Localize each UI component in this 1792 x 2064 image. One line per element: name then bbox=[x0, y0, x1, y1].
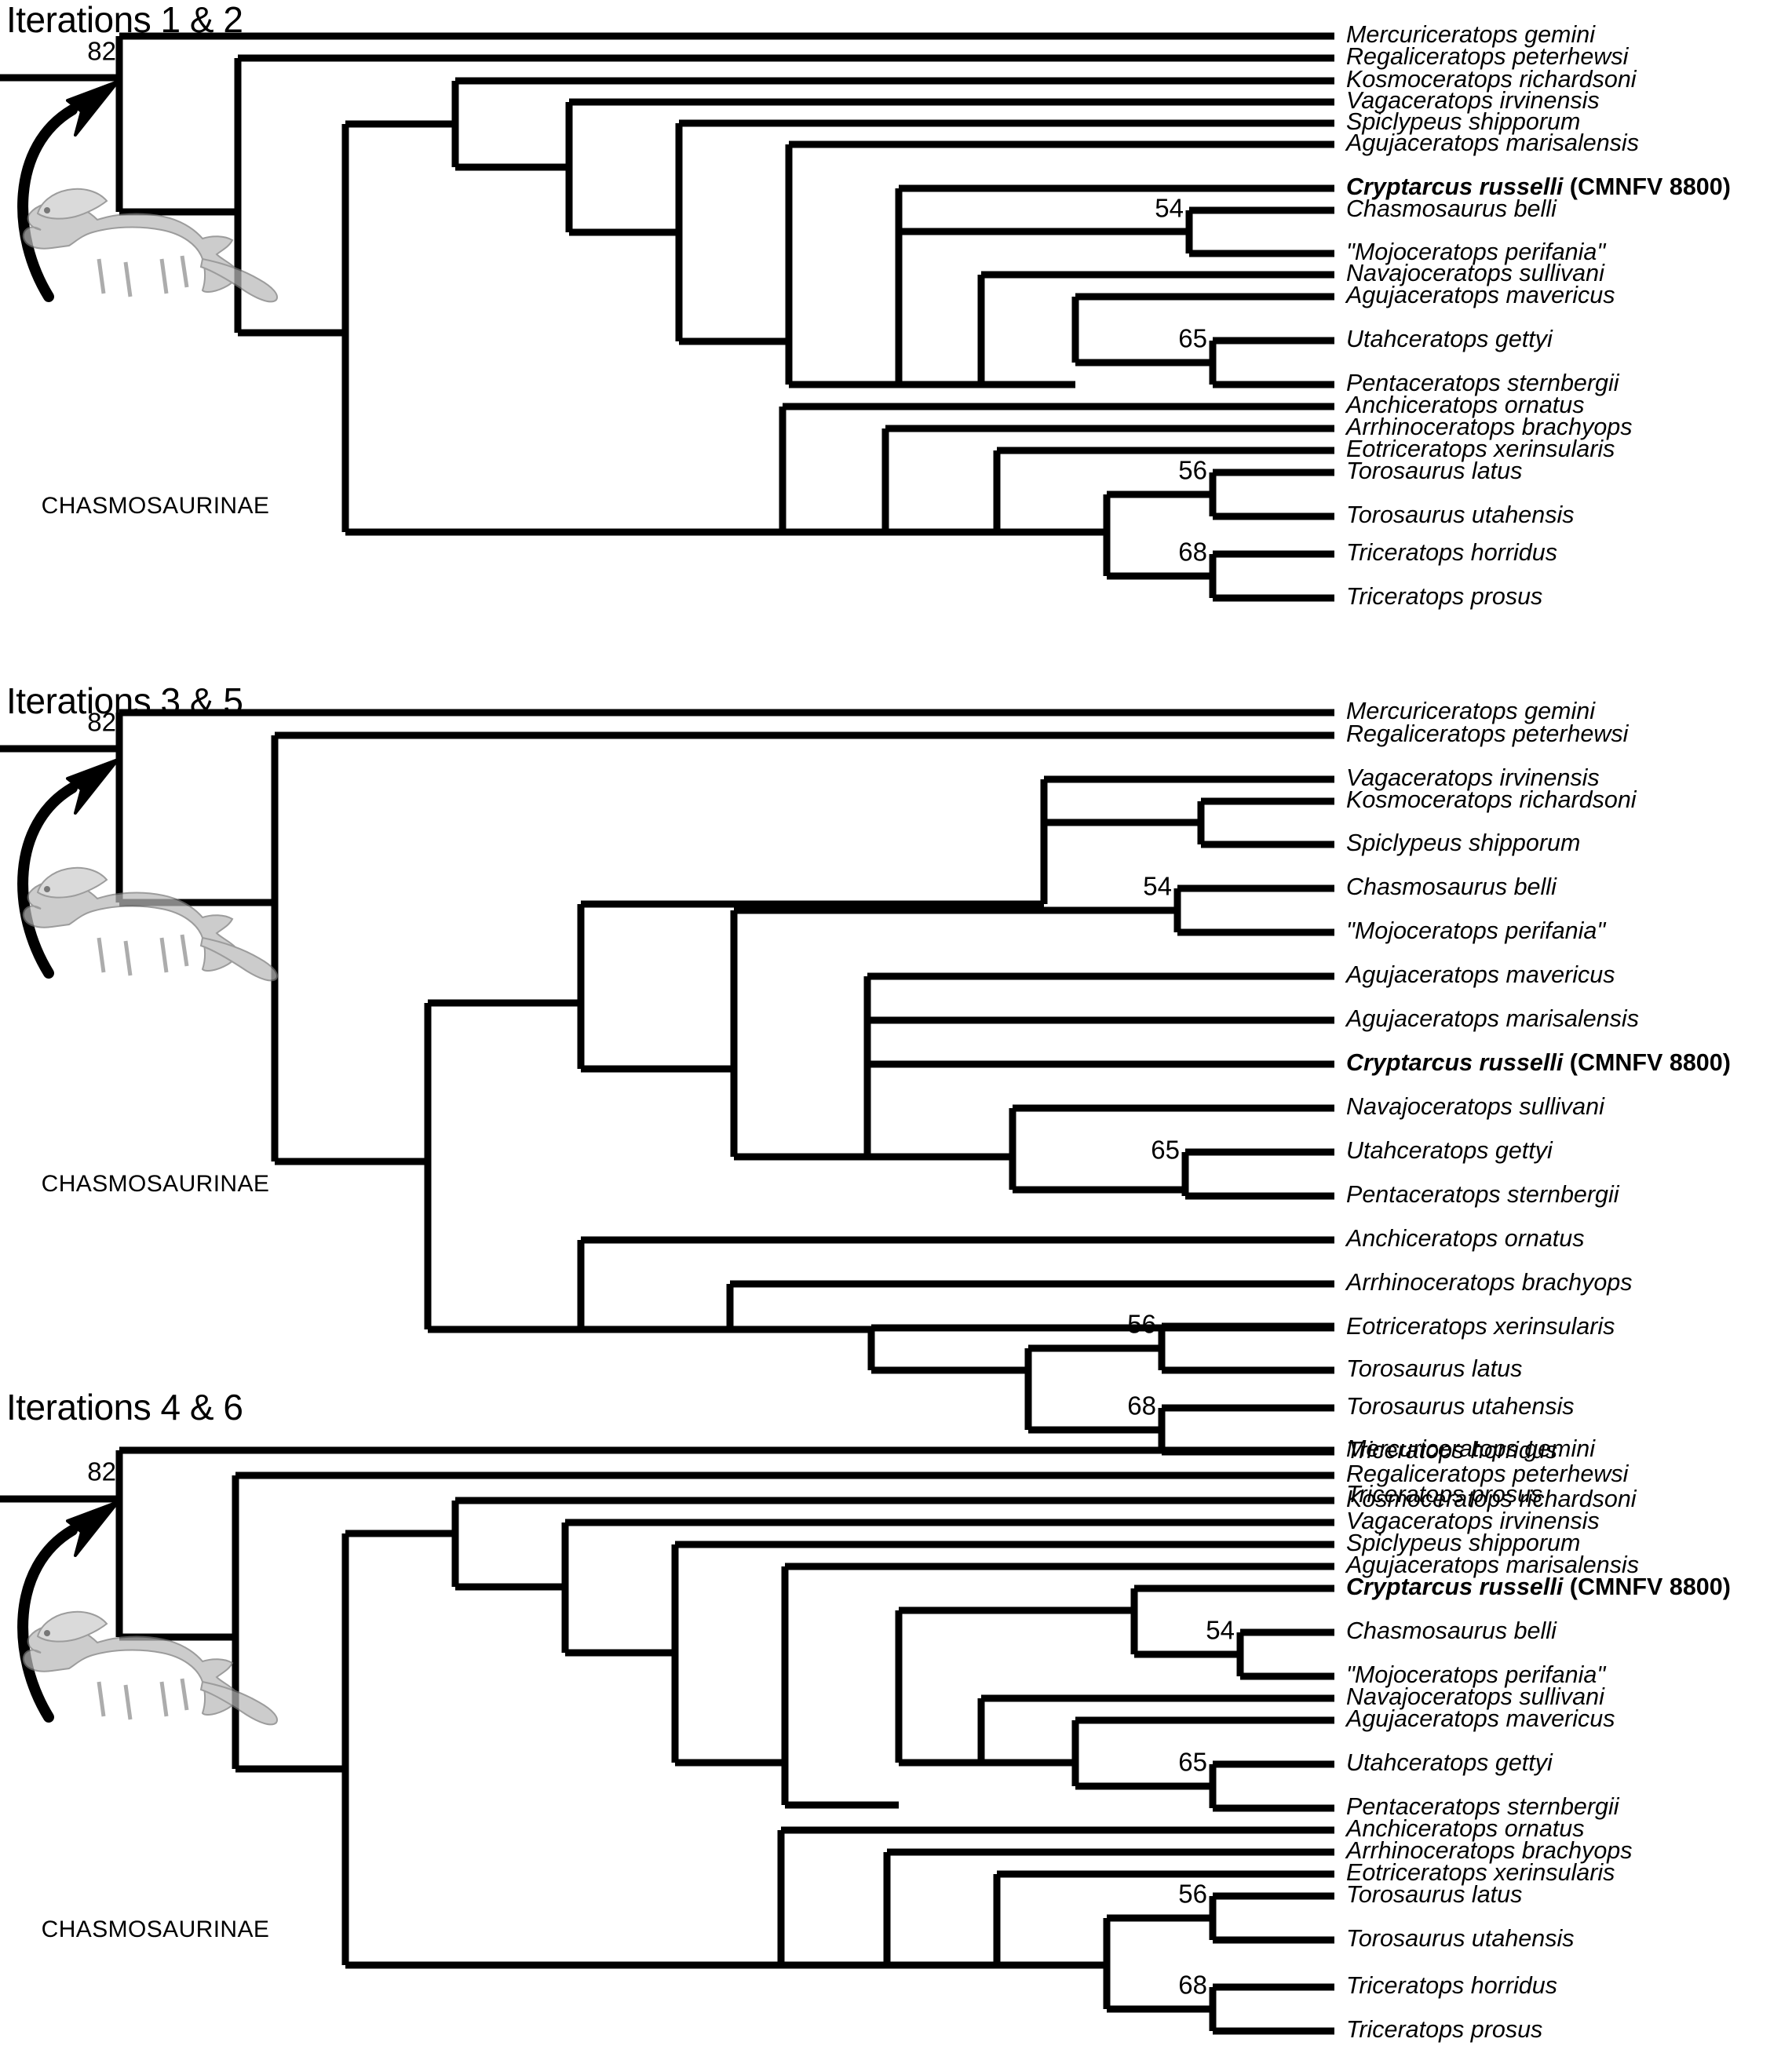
clade-label: CHASMOSAURINAE bbox=[42, 1171, 270, 1197]
tip-label: Torosaurus utahensis bbox=[1346, 1393, 1575, 1420]
support-value: 65 bbox=[1151, 1136, 1180, 1165]
tip-label: Navajoceratops sullivani bbox=[1346, 1093, 1605, 1120]
tip-label: "Mojoceratops perifania" bbox=[1346, 239, 1606, 265]
tip-label: Eotriceratops xerinsularis bbox=[1346, 1313, 1615, 1340]
tip-label: Torosaurus latus bbox=[1346, 1355, 1522, 1382]
tip-label: Regaliceratops peterhewsi bbox=[1346, 720, 1630, 747]
tip-label: Agujaceratops mavericus bbox=[1345, 282, 1615, 308]
tip-label: Mercuriceratops gemini bbox=[1346, 21, 1596, 48]
chasmosaurine-dinosaur-silhouette bbox=[22, 188, 278, 303]
tip-label: Vagaceratops irvinensis bbox=[1346, 764, 1600, 791]
tip-label: Kosmoceratops richardsoni bbox=[1346, 66, 1637, 93]
tip-label: Anchiceratops ornatus bbox=[1345, 1815, 1584, 1842]
tip-label: Chasmosaurus belli bbox=[1346, 1617, 1557, 1644]
root-support-value: 82 bbox=[87, 37, 116, 66]
clade-label: CHASMOSAURINAE bbox=[42, 493, 270, 519]
support-value: 68 bbox=[1127, 1391, 1156, 1420]
tip-label: Agujaceratops marisalensis bbox=[1345, 1005, 1639, 1032]
tip-label: Spiclypeus shipporum bbox=[1346, 1530, 1580, 1556]
curved-arrow-icon bbox=[17, 1501, 119, 1723]
tip-label: Triceratops horridus bbox=[1346, 1437, 1557, 1464]
tip-label: Agujaceratops marisalensis bbox=[1345, 1552, 1639, 1578]
cladogram-panel-1: 54 65 56 68 82 Mercuriceratops gemini Re… bbox=[0, 21, 1731, 610]
tree-branches-panel-2 bbox=[0, 709, 1334, 1456]
tip-label: Arrhinoceratops brachyops bbox=[1345, 414, 1633, 440]
support-value: 56 bbox=[1178, 1880, 1207, 1909]
tip-label: Spiclypeus shipporum bbox=[1346, 108, 1580, 135]
support-value: 54 bbox=[1155, 194, 1184, 223]
tip-label: Utahceratops gettyi bbox=[1346, 1137, 1553, 1164]
tip-label: Triceratops prosus bbox=[1346, 1481, 1542, 1508]
chasmosaurine-dinosaur-silhouette bbox=[22, 866, 278, 982]
tip-label: Vagaceratops irvinensis bbox=[1346, 1508, 1600, 1534]
tip-label: Kosmoceratops richardsoni bbox=[1346, 786, 1637, 813]
tip-label: Agujaceratops mavericus bbox=[1345, 1705, 1615, 1732]
support-value: 68 bbox=[1178, 1971, 1207, 2000]
clade-label: CHASMOSAURINAE bbox=[42, 1916, 270, 1942]
support-value: 68 bbox=[1178, 538, 1207, 567]
tip-label: Arrhinoceratops brachyops bbox=[1345, 1269, 1633, 1296]
tree-branches-panel-1 bbox=[0, 32, 1334, 602]
support-value: 56 bbox=[1178, 456, 1207, 485]
chasmosaurine-dinosaur-silhouette bbox=[22, 1610, 278, 1726]
tip-label: Kosmoceratops richardsoni bbox=[1346, 1486, 1637, 1512]
tip-label: Triceratops prosus bbox=[1346, 583, 1542, 610]
tip-label-new-taxon: Cryptarcus russelli (CMNFV 8800) bbox=[1346, 1049, 1731, 1076]
tip-label: Anchiceratops ornatus bbox=[1345, 392, 1584, 418]
root-support-value: 82 bbox=[87, 1457, 116, 1486]
tip-label: Torosaurus utahensis bbox=[1346, 501, 1575, 528]
panel-iterations-1-2: Iterations 1 & 2 bbox=[0, 0, 1792, 681]
tip-label: Agujaceratops mavericus bbox=[1345, 961, 1615, 988]
tip-label: Torosaurus latus bbox=[1346, 1881, 1522, 1908]
tip-label: Torosaurus latus bbox=[1346, 458, 1522, 484]
cladogram-panel-3: 54 65 56 68 82 Mercuriceratops gemini Re… bbox=[0, 1435, 1731, 2043]
tip-label: Eotriceratops xerinsularis bbox=[1346, 436, 1615, 462]
tip-label: Mercuriceratops gemini bbox=[1346, 1435, 1596, 1462]
cladogram-panel-2: 54 65 56 68 82 Mercuriceratops gemini Re… bbox=[0, 698, 1731, 1508]
tip-label: "Mojoceratops perifania" bbox=[1346, 1661, 1606, 1688]
support-value: 56 bbox=[1127, 1310, 1156, 1339]
tip-label: Triceratops horridus bbox=[1346, 1972, 1557, 1999]
tip-label: Chasmosaurus belli bbox=[1346, 195, 1557, 222]
tip-label-new-taxon: Cryptarcus russelli (CMNFV 8800) bbox=[1346, 1574, 1731, 1600]
curved-arrow-icon bbox=[17, 758, 119, 979]
tip-label: Vagaceratops irvinensis bbox=[1346, 87, 1600, 114]
tip-label: Mercuriceratops gemini bbox=[1346, 698, 1596, 724]
tip-label: Triceratops horridus bbox=[1346, 539, 1557, 566]
tip-label: "Mojoceratops perifania" bbox=[1346, 917, 1606, 944]
tip-label: Chasmosaurus belli bbox=[1346, 873, 1557, 900]
tip-label: Agujaceratops marisalensis bbox=[1345, 129, 1639, 156]
root-support-value: 82 bbox=[87, 708, 116, 737]
tip-label: Navajoceratops sullivani bbox=[1346, 1683, 1605, 1710]
support-value: 65 bbox=[1178, 324, 1207, 353]
panel-3-title: Iterations 4 & 6 bbox=[6, 1387, 243, 1428]
panel-iterations-4-6: Iterations 4 & 6 bbox=[0, 1387, 1792, 2064]
curved-arrow-icon bbox=[17, 80, 119, 302]
tip-label: Anchiceratops ornatus bbox=[1345, 1225, 1584, 1252]
tip-label: Navajoceratops sullivani bbox=[1346, 260, 1605, 286]
tip-label-new-taxon: Cryptarcus russelli (CMNFV 8800) bbox=[1346, 173, 1731, 200]
tree-branches-panel-3 bbox=[0, 1446, 1334, 2035]
tip-label: Spiclypeus shipporum bbox=[1346, 830, 1580, 856]
support-value: 54 bbox=[1143, 872, 1172, 901]
tip-label: Eotriceratops xerinsularis bbox=[1346, 1859, 1615, 1886]
panel-iterations-3-5: Iterations 3 & 5 bbox=[0, 680, 1792, 1508]
tip-label: Torosaurus utahensis bbox=[1346, 1925, 1575, 1952]
tip-label: Pentaceratops sternbergii bbox=[1346, 1793, 1620, 1820]
tip-label: Pentaceratops sternbergii bbox=[1346, 1181, 1620, 1208]
tip-label: Regaliceratops peterhewsi bbox=[1346, 43, 1630, 70]
tip-label: Regaliceratops peterhewsi bbox=[1346, 1460, 1630, 1487]
tip-label: Triceratops prosus bbox=[1346, 2016, 1542, 2043]
tip-label: Arrhinoceratops brachyops bbox=[1345, 1837, 1633, 1864]
support-value: 54 bbox=[1206, 1616, 1235, 1645]
tip-label: Utahceratops gettyi bbox=[1346, 326, 1553, 352]
tip-label: Utahceratops gettyi bbox=[1346, 1749, 1553, 1776]
support-value: 65 bbox=[1178, 1748, 1207, 1777]
tip-label: Pentaceratops sternbergii bbox=[1346, 370, 1620, 396]
